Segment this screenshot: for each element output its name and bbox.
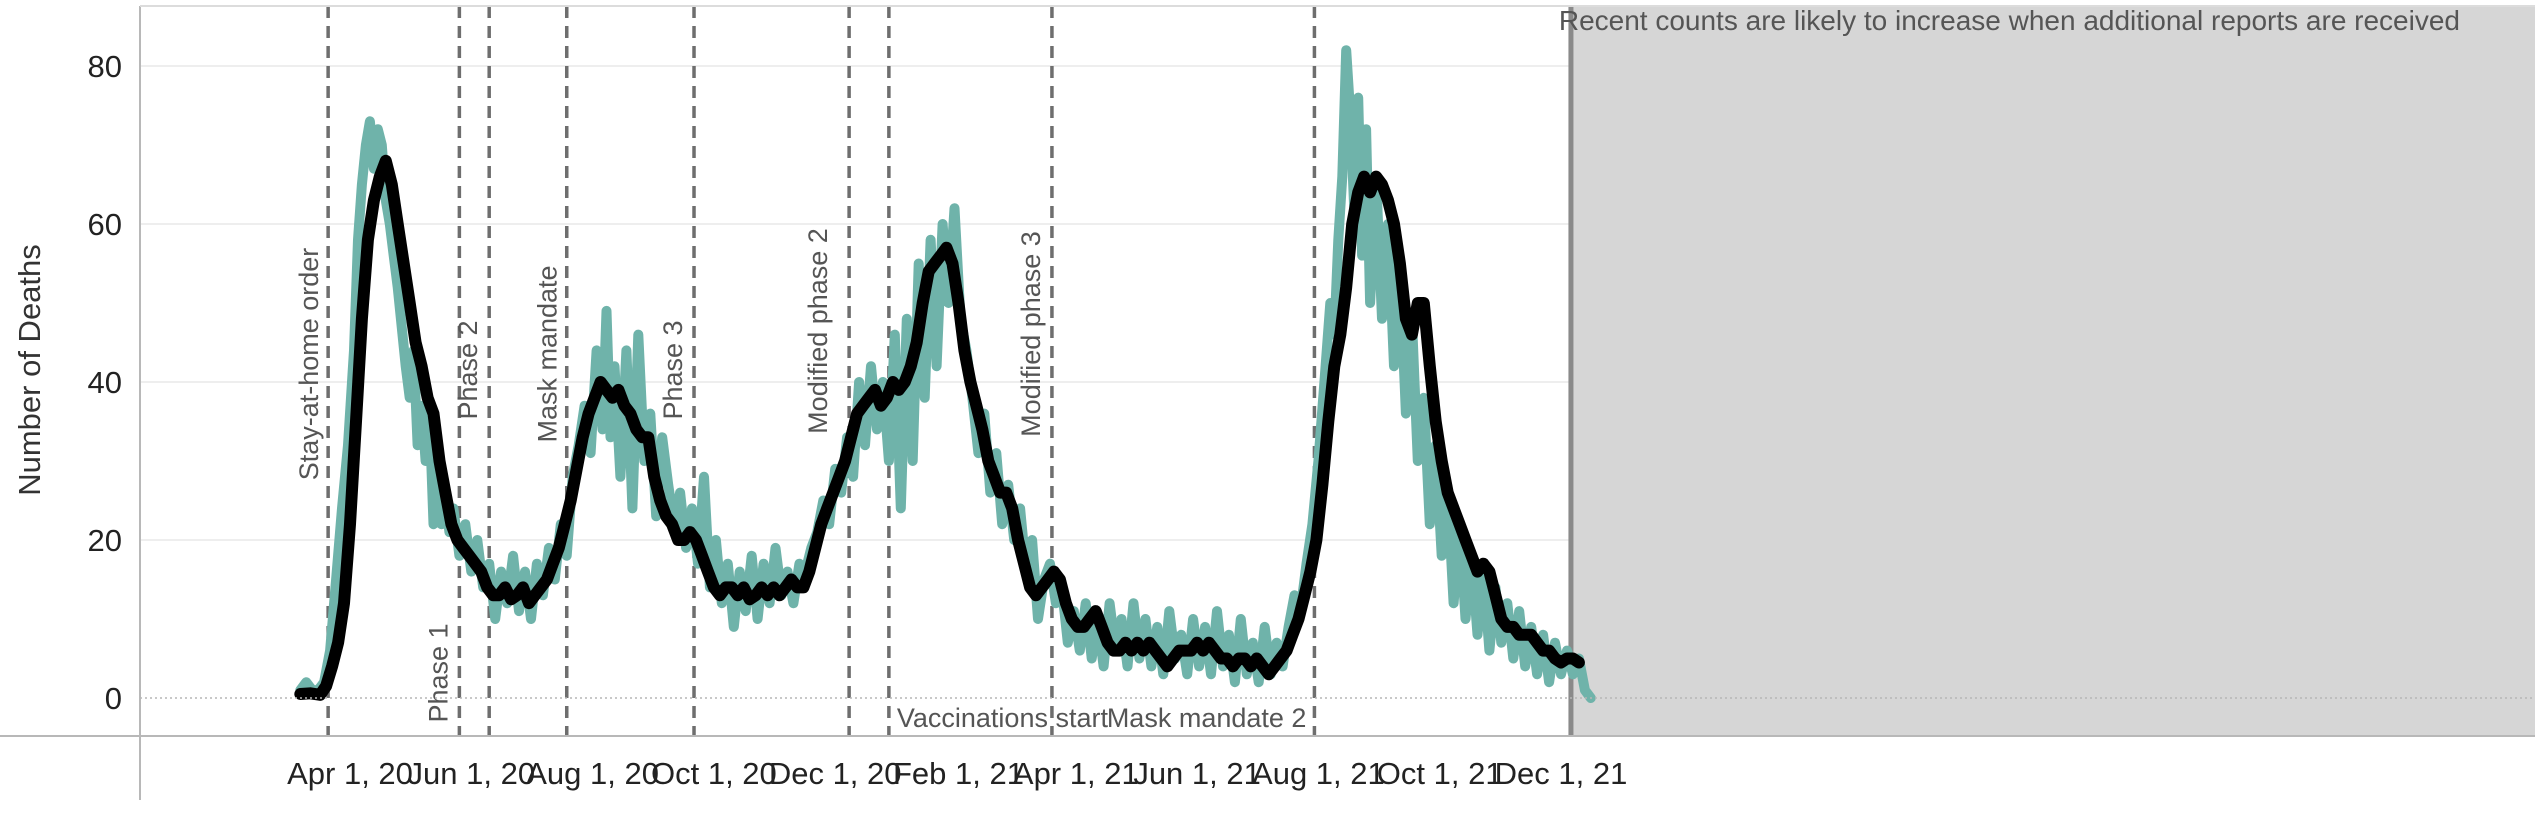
x-tick-label: Apr 1, 21 — [1013, 756, 1139, 791]
x-tick-label: Oct 1, 21 — [1377, 756, 1503, 791]
recent-counts-note: Recent counts are likely to increase whe… — [1559, 5, 2460, 36]
annotation-label: Modified phase 2 — [803, 228, 833, 434]
annotation-label: Modified phase 3 — [1016, 231, 1046, 437]
x-tick-label: Oct 1, 20 — [651, 756, 777, 791]
x-tick-label: Dec 1, 21 — [1495, 756, 1628, 791]
annotation-label: Mask mandate — [533, 265, 563, 442]
x-tick-label: Apr 1, 20 — [287, 756, 413, 791]
y-axis-title: Number of Deaths — [12, 244, 47, 496]
seven-day-average-line — [294, 154, 1585, 701]
x-tick-label: Aug 1, 21 — [1252, 756, 1385, 791]
daily-deaths-line — [295, 45, 1596, 703]
annotation-label: Phase 1 — [423, 623, 453, 722]
y-tick-label: 80 — [88, 49, 122, 84]
y-tick-label: 40 — [88, 365, 122, 400]
series-lines — [294, 45, 1596, 703]
x-tick-label: Dec 1, 20 — [769, 756, 902, 791]
y-tick-label: 20 — [88, 523, 122, 558]
x-tick-label: Jun 1, 21 — [1133, 756, 1261, 791]
annotation-label: Phase 3 — [658, 320, 688, 419]
x-tick-label: Feb 1, 21 — [893, 756, 1024, 791]
event-annotations: Stay-at-home order Phase 1 Phase 2 Mask man… — [294, 6, 1317, 736]
y-tick-label: 0 — [105, 681, 122, 716]
x-tick-label: Jun 1, 20 — [408, 756, 536, 791]
x-tick-label: Aug 1, 20 — [526, 756, 659, 791]
annotation-label: Stay-at-home order — [294, 248, 324, 481]
annotation-label: Vaccinations start — [897, 703, 1109, 733]
y-tick-label: 60 — [88, 207, 122, 242]
annotation-label: Phase 2 — [453, 320, 483, 419]
incomplete-data-shade — [1570, 6, 2535, 736]
annotation-label: Mask mandate 2 — [1107, 703, 1307, 733]
